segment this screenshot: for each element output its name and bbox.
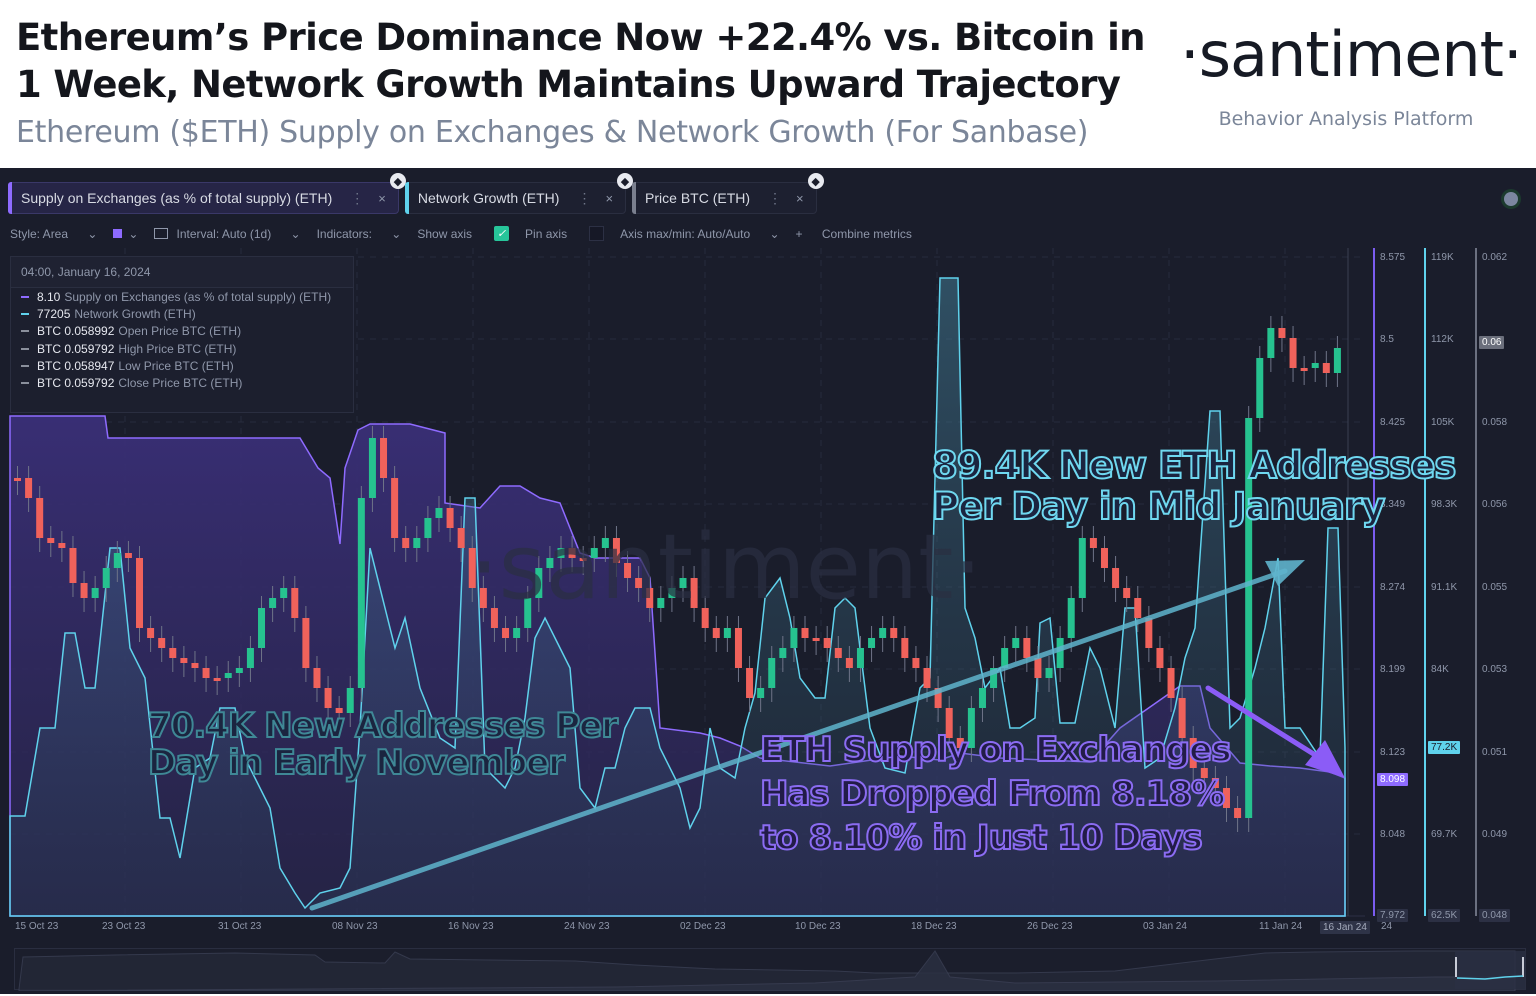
checkbox-empty[interactable]: [589, 226, 605, 241]
annotation-supply-drop: ETH Supply on Exchanges Has Dropped From …: [759, 729, 1232, 859]
color-picker[interactable]: ⌄: [113, 227, 138, 241]
metric-tab-price-btc[interactable]: Price BTC (ETH) ⋮ × ◆: [632, 173, 824, 214]
plus-icon: +: [795, 226, 806, 241]
metric-tab-supply[interactable]: Supply on Exchanges (as % of total suppl…: [8, 173, 406, 214]
network-growth-line: [9, 277, 1346, 917]
trend-arrowhead-purple: [1305, 740, 1345, 778]
ethereum-icon: ◆: [617, 173, 634, 189]
page-title: Ethereum’s Price Dominance Now +22.4% vs…: [16, 14, 1146, 108]
price-current-badge: 0.06: [1479, 336, 1505, 349]
more-icon[interactable]: ⋮: [768, 189, 783, 206]
metric-tab-label: Supply on Exchanges (as % of total suppl…: [21, 190, 333, 206]
pin-axis-label: Pin axis: [525, 226, 568, 241]
close-icon[interactable]: ×: [378, 190, 386, 206]
ethereum-icon: ◆: [389, 173, 406, 189]
more-icon[interactable]: ⋮: [350, 189, 365, 206]
metric-tabs: Supply on Exchanges (as % of total suppl…: [8, 173, 824, 214]
legend-date: 04:00, January 16, 2024: [11, 257, 353, 288]
legend-row-network: 77205 Network Growth (ETH): [11, 305, 353, 322]
annotation-early-november: 70.4K New Addresses Per Day in Early Nove…: [147, 706, 619, 784]
show-axis-label: Show axis: [417, 226, 473, 241]
tooltip-legend: 04:00, January 16, 2024 8.10 Supply on Ex…: [10, 256, 354, 413]
interval-label: Interval: Auto (1d): [176, 226, 272, 241]
supply-current-badge: 8.098: [1377, 773, 1409, 786]
status-indicator[interactable]: [1504, 192, 1518, 206]
color-swatch: [113, 229, 123, 238]
santiment-logo: ·santiment·: [1180, 18, 1523, 91]
trend-arrowhead-cyan: [1265, 560, 1305, 586]
range-navigator[interactable]: [14, 948, 1526, 992]
chart-app: Supply on Exchanges (as % of total suppl…: [0, 168, 1536, 994]
title-line-1: Ethereum’s Price Dominance Now +22.4% vs…: [16, 16, 1146, 59]
style-label: Style: Area: [10, 226, 69, 241]
show-axis-toggle[interactable]: Show axis ✓: [417, 226, 510, 241]
metric-color-bar: [632, 182, 637, 214]
legend-row-open: BTC 0.058992 Open Price BTC (ETH): [11, 323, 353, 340]
legend-row-supply: 8.10 Supply on Exchanges (as % of total s…: [11, 288, 353, 305]
price-btc-candles: [14, 316, 1341, 832]
pin-axis-toggle[interactable]: Pin axis: [525, 226, 605, 241]
metric-color-bar: [404, 182, 409, 214]
trend-arrow-cyan: [309, 568, 1288, 911]
navigator-preview: [18, 950, 1525, 992]
more-icon[interactable]: ⋮: [577, 189, 592, 206]
style-dropdown[interactable]: Style: Area ⌄: [10, 226, 98, 241]
page-subtitle: Ethereum ($ETH) Supply on Exchanges & Ne…: [16, 115, 1089, 150]
chart-toolbar: Style: Area ⌄ ⌄ Interval: Auto (1d) ⌄ In…: [10, 226, 944, 241]
x-current-badge: 16 Jan 24: [1320, 921, 1370, 934]
annotation-mid-january: 89.4K New ETH Addresses Per Day in Mid Ja…: [931, 444, 1457, 528]
indicators-label: Indicators:: [316, 226, 372, 241]
trend-arrow-purple: [1205, 685, 1323, 761]
checkbox-checked-icon[interactable]: ✓: [494, 226, 510, 241]
title-line-2: 1 Week, Network Growth Maintains Upward …: [16, 63, 1121, 106]
metric-tab-network-growth[interactable]: Network Growth (ETH) ⋮ × ◆: [404, 173, 634, 214]
legend-row-low: BTC 0.058947 Low Price BTC (ETH): [11, 357, 353, 374]
ethereum-icon: ◆: [807, 173, 824, 189]
indicators-dropdown[interactable]: Indicators: ⌄: [316, 226, 402, 241]
axis-maxmin-label: Axis max/min: Auto/Auto: [620, 226, 751, 241]
metric-tab-label: Network Growth (ETH): [417, 190, 560, 206]
header: Ethereum’s Price Dominance Now +22.4% vs…: [0, 0, 1536, 168]
combine-label: Combine metrics: [821, 226, 912, 241]
legend-row-close: BTC 0.059792 Close Price BTC (ETH): [11, 374, 353, 391]
axis-maxmin-dropdown[interactable]: Axis max/min: Auto/Auto ⌄: [620, 226, 780, 241]
close-icon[interactable]: ×: [605, 190, 614, 206]
metric-tab-label: Price BTC (ETH): [645, 190, 751, 206]
network-current-badge: 77.2K: [1428, 741, 1461, 754]
metric-color-bar: [8, 182, 12, 214]
calendar-icon: [154, 228, 169, 239]
chart-canvas[interactable]: ·santiment·: [0, 168, 1536, 994]
close-icon[interactable]: ×: [796, 190, 804, 206]
combine-metrics-button[interactable]: + Combine metrics: [796, 227, 928, 241]
logo-tagline: Behavior Analysis Platform: [1218, 108, 1474, 130]
watermark: ·santiment·: [470, 515, 982, 620]
legend-row-high: BTC 0.059792 High Price BTC (ETH): [11, 340, 353, 357]
interval-dropdown[interactable]: Interval: Auto (1d) ⌄: [154, 226, 301, 241]
